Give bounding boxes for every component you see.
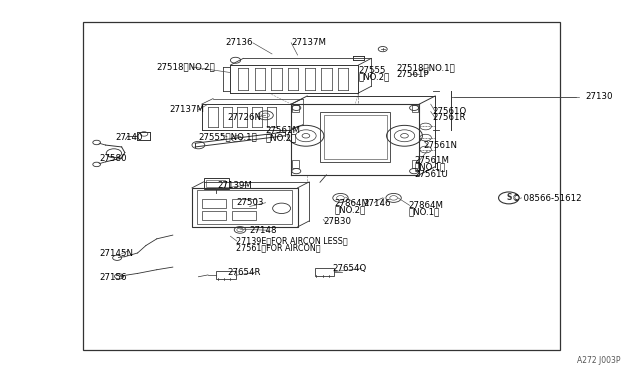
Text: 27561〈FOR AIRCON〉: 27561〈FOR AIRCON〉 (236, 243, 320, 252)
Text: 27139M: 27139M (218, 181, 252, 190)
Bar (412, 105, 418, 112)
Bar (202, 199, 226, 208)
Text: 〈NO.2〉: 〈NO.2〉 (358, 73, 390, 81)
Text: 27136: 27136 (225, 38, 253, 47)
Text: 27561N: 27561N (424, 141, 458, 150)
Text: 27B30: 27B30 (323, 217, 351, 226)
Text: 27137M: 27137M (291, 38, 326, 47)
Text: 27561Q: 27561Q (432, 107, 467, 116)
Bar (324, 115, 387, 159)
Bar (232, 211, 256, 220)
Bar (206, 180, 225, 187)
Text: 27518〈NO.2〉: 27518〈NO.2〉 (157, 62, 216, 71)
Text: 27864M: 27864M (408, 201, 444, 210)
Bar (197, 190, 292, 224)
Bar (192, 188, 298, 227)
Text: A272 J003P: A272 J003P (577, 356, 621, 365)
Text: 27503: 27503 (237, 198, 264, 207)
Text: 27580: 27580 (99, 154, 127, 163)
Text: 27654R: 27654R (227, 268, 260, 277)
Text: 27156: 27156 (99, 273, 127, 282)
Bar (412, 160, 418, 168)
Text: 〈NO.1〉: 〈NO.1〉 (408, 208, 440, 217)
Text: 27654Q: 27654Q (333, 264, 367, 273)
Bar (315, 268, 334, 276)
Bar (216, 271, 236, 279)
Text: © 08566-51612: © 08566-51612 (512, 194, 582, 203)
Bar (232, 199, 256, 208)
Text: 27561U: 27561U (415, 170, 449, 179)
Text: 27145N: 27145N (99, 249, 133, 258)
Bar (204, 178, 229, 189)
Text: 27561M: 27561M (415, 156, 450, 165)
Text: 27146: 27146 (363, 199, 390, 208)
Text: 27561P: 27561P (397, 70, 429, 79)
Text: 27148: 27148 (250, 226, 277, 235)
Bar (83, 22, 560, 350)
Text: 〈NO.2〉: 〈NO.2〉 (266, 133, 297, 142)
Text: 27518〈NO.1〉: 27518〈NO.1〉 (397, 63, 456, 72)
Text: S: S (506, 193, 511, 202)
Circle shape (192, 141, 205, 149)
Text: 27140: 27140 (115, 133, 143, 142)
Bar (292, 105, 299, 112)
Text: 27561M: 27561M (266, 126, 301, 135)
Text: 27561R: 27561R (432, 113, 465, 122)
Text: 27130: 27130 (586, 92, 613, 101)
Text: 27726N: 27726N (227, 113, 261, 122)
Text: 27137M: 27137M (170, 105, 205, 114)
Text: 〈NO.1〉: 〈NO.1〉 (415, 163, 446, 171)
Text: 27555: 27555 (358, 66, 386, 75)
Text: 27864M: 27864M (335, 199, 370, 208)
Bar (202, 211, 226, 220)
Bar (292, 160, 299, 168)
Text: 27139E〈FOR AIRCON LESS〉: 27139E〈FOR AIRCON LESS〉 (236, 237, 347, 246)
Text: 27555〈NO.1〉: 27555〈NO.1〉 (198, 132, 257, 141)
Text: 〈NO.2〉: 〈NO.2〉 (335, 205, 366, 214)
Bar (320, 112, 390, 162)
